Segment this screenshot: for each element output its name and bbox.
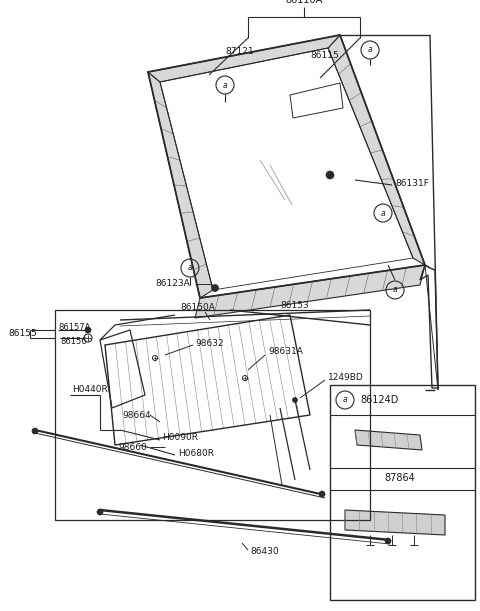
Text: a: a [381, 208, 385, 218]
Text: 86157A: 86157A [58, 323, 90, 332]
Circle shape [85, 327, 91, 333]
Text: a: a [188, 263, 192, 273]
Circle shape [319, 491, 325, 497]
Circle shape [385, 538, 391, 544]
Text: 86110A: 86110A [286, 0, 323, 5]
Text: a: a [343, 395, 348, 404]
Polygon shape [345, 510, 445, 535]
Text: a: a [368, 45, 372, 54]
Text: 86150A: 86150A [180, 304, 215, 312]
Text: a: a [223, 81, 228, 89]
Circle shape [212, 285, 218, 291]
Circle shape [292, 398, 298, 403]
Text: H0440R: H0440R [72, 386, 108, 395]
Text: 86123A: 86123A [155, 279, 190, 288]
Circle shape [32, 428, 38, 434]
Text: 1249BD: 1249BD [328, 373, 364, 382]
Text: 86430: 86430 [250, 547, 278, 557]
Text: 86156: 86156 [60, 337, 86, 345]
Polygon shape [195, 265, 425, 318]
Text: 98631A: 98631A [268, 348, 303, 356]
Text: 87121: 87121 [225, 48, 253, 56]
Circle shape [326, 171, 334, 179]
Text: 86155: 86155 [8, 329, 37, 338]
Text: H0090R: H0090R [162, 433, 198, 442]
Text: 98632: 98632 [195, 338, 224, 348]
Polygon shape [328, 35, 425, 265]
Polygon shape [148, 72, 213, 298]
Text: H0680R: H0680R [178, 448, 214, 458]
Polygon shape [355, 430, 422, 450]
Text: 87864: 87864 [384, 473, 415, 483]
Circle shape [97, 509, 103, 515]
Text: a: a [393, 285, 397, 295]
Text: 98660: 98660 [118, 444, 147, 453]
Text: 86115: 86115 [310, 51, 339, 59]
Polygon shape [148, 35, 340, 82]
Text: 98664: 98664 [122, 411, 151, 420]
Text: 86131F: 86131F [395, 178, 429, 188]
Bar [330, 385, 475, 600]
Text: 86124D: 86124D [360, 395, 398, 405]
Text: 86153: 86153 [280, 301, 309, 310]
